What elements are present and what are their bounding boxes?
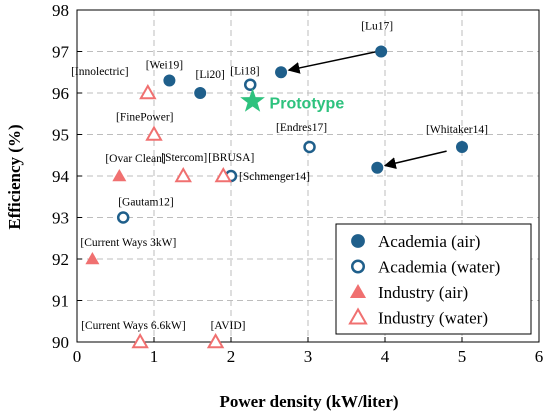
- data-point: [131, 332, 149, 349]
- point-label: [Li20]: [196, 69, 225, 81]
- legend-marker: [351, 234, 365, 248]
- y-tick-label: 90: [52, 333, 69, 352]
- x-tick-label: 4: [381, 347, 390, 366]
- x-tick-label: 0: [73, 347, 82, 366]
- point-label: [Ovar Clean]: [105, 153, 165, 165]
- prototype-label: Prototype: [270, 95, 345, 112]
- x-tick-label: 1: [150, 347, 159, 366]
- annotation-arrow: [287, 50, 378, 74]
- y-tick-label: 98: [52, 1, 69, 20]
- data-point: [456, 140, 468, 153]
- y-tick-label: 96: [52, 84, 69, 103]
- y-tick-label: 92: [52, 250, 69, 269]
- point-label: [BRUSA]: [208, 152, 254, 164]
- point-label: [Whitaker14]: [426, 124, 488, 136]
- y-tick-label: 97: [52, 43, 70, 62]
- axis-ticks: 0 1 2 3 4 5 6 90 91 92 93 94 95 96 97 98: [52, 1, 543, 366]
- point-label: [Wei19]: [146, 60, 183, 72]
- y-tick-label: 91: [52, 292, 69, 311]
- data-point: [174, 166, 192, 183]
- point-label: [FinePower]: [116, 112, 174, 124]
- point-label: [Stercom]: [161, 152, 207, 164]
- data-point: [145, 125, 163, 141]
- point-label: [Lu17]: [361, 21, 393, 33]
- point-label: [Current Ways 6.6kW]: [81, 320, 186, 332]
- y-tick-label: 95: [52, 126, 69, 145]
- point-label: [Current Ways 3kW]: [80, 237, 176, 249]
- data-point: [112, 169, 127, 182]
- legend-marker: [351, 259, 365, 274]
- point-label: [Innolectric]: [71, 66, 128, 78]
- point-labels: [Wei19] [Li20] [Lu17] [Whitaker14] [Li18] [En…: [71, 21, 488, 333]
- point-label: [Gautam12]: [118, 197, 174, 209]
- data-point: [85, 252, 100, 265]
- legend: Academia (air) Academia (water) Industry (…: [335, 223, 532, 335]
- legend-label: Industry (air): [378, 283, 468, 302]
- annotation-arrow: [383, 150, 447, 169]
- legend-marker: [349, 283, 367, 299]
- data-point: [375, 45, 388, 58]
- x-axis-label: Power density (kW/liter): [219, 392, 398, 411]
- y-tick-label: 94: [52, 167, 70, 186]
- data-point: [303, 140, 316, 154]
- data-marks: [85, 45, 468, 349]
- point-label: [Li18]: [230, 66, 259, 78]
- data-point: [206, 332, 225, 349]
- x-tick-label: 6: [535, 347, 544, 366]
- legend-marker: [348, 307, 368, 325]
- x-tick-label: 5: [458, 347, 467, 366]
- data-point: [371, 161, 384, 174]
- legend-label: Academia (air): [378, 232, 480, 251]
- prototype-star: [240, 88, 265, 112]
- legend-label: Academia (water): [378, 258, 500, 277]
- data-point: [275, 66, 288, 79]
- data-point: [139, 83, 157, 100]
- data-point: [194, 87, 207, 99]
- data-point: [244, 78, 257, 91]
- x-tick-label: 2: [227, 347, 236, 366]
- legend-box: [335, 223, 532, 335]
- point-label: [Schmenger14]: [239, 171, 310, 183]
- data-point: [214, 166, 233, 183]
- data-point: [116, 211, 130, 224]
- prototype-highlight: Prototype: [240, 88, 344, 112]
- legend-label: Industry (water): [378, 309, 488, 328]
- y-axis-label: Efficiency (%): [5, 124, 24, 229]
- point-label: [AVID]: [211, 320, 246, 332]
- point-label: [Endres17]: [276, 122, 327, 134]
- x-tick-label: 3: [304, 347, 313, 366]
- annotation-arrows: [287, 50, 447, 169]
- y-tick-label: 93: [52, 209, 69, 228]
- data-point: [163, 74, 176, 87]
